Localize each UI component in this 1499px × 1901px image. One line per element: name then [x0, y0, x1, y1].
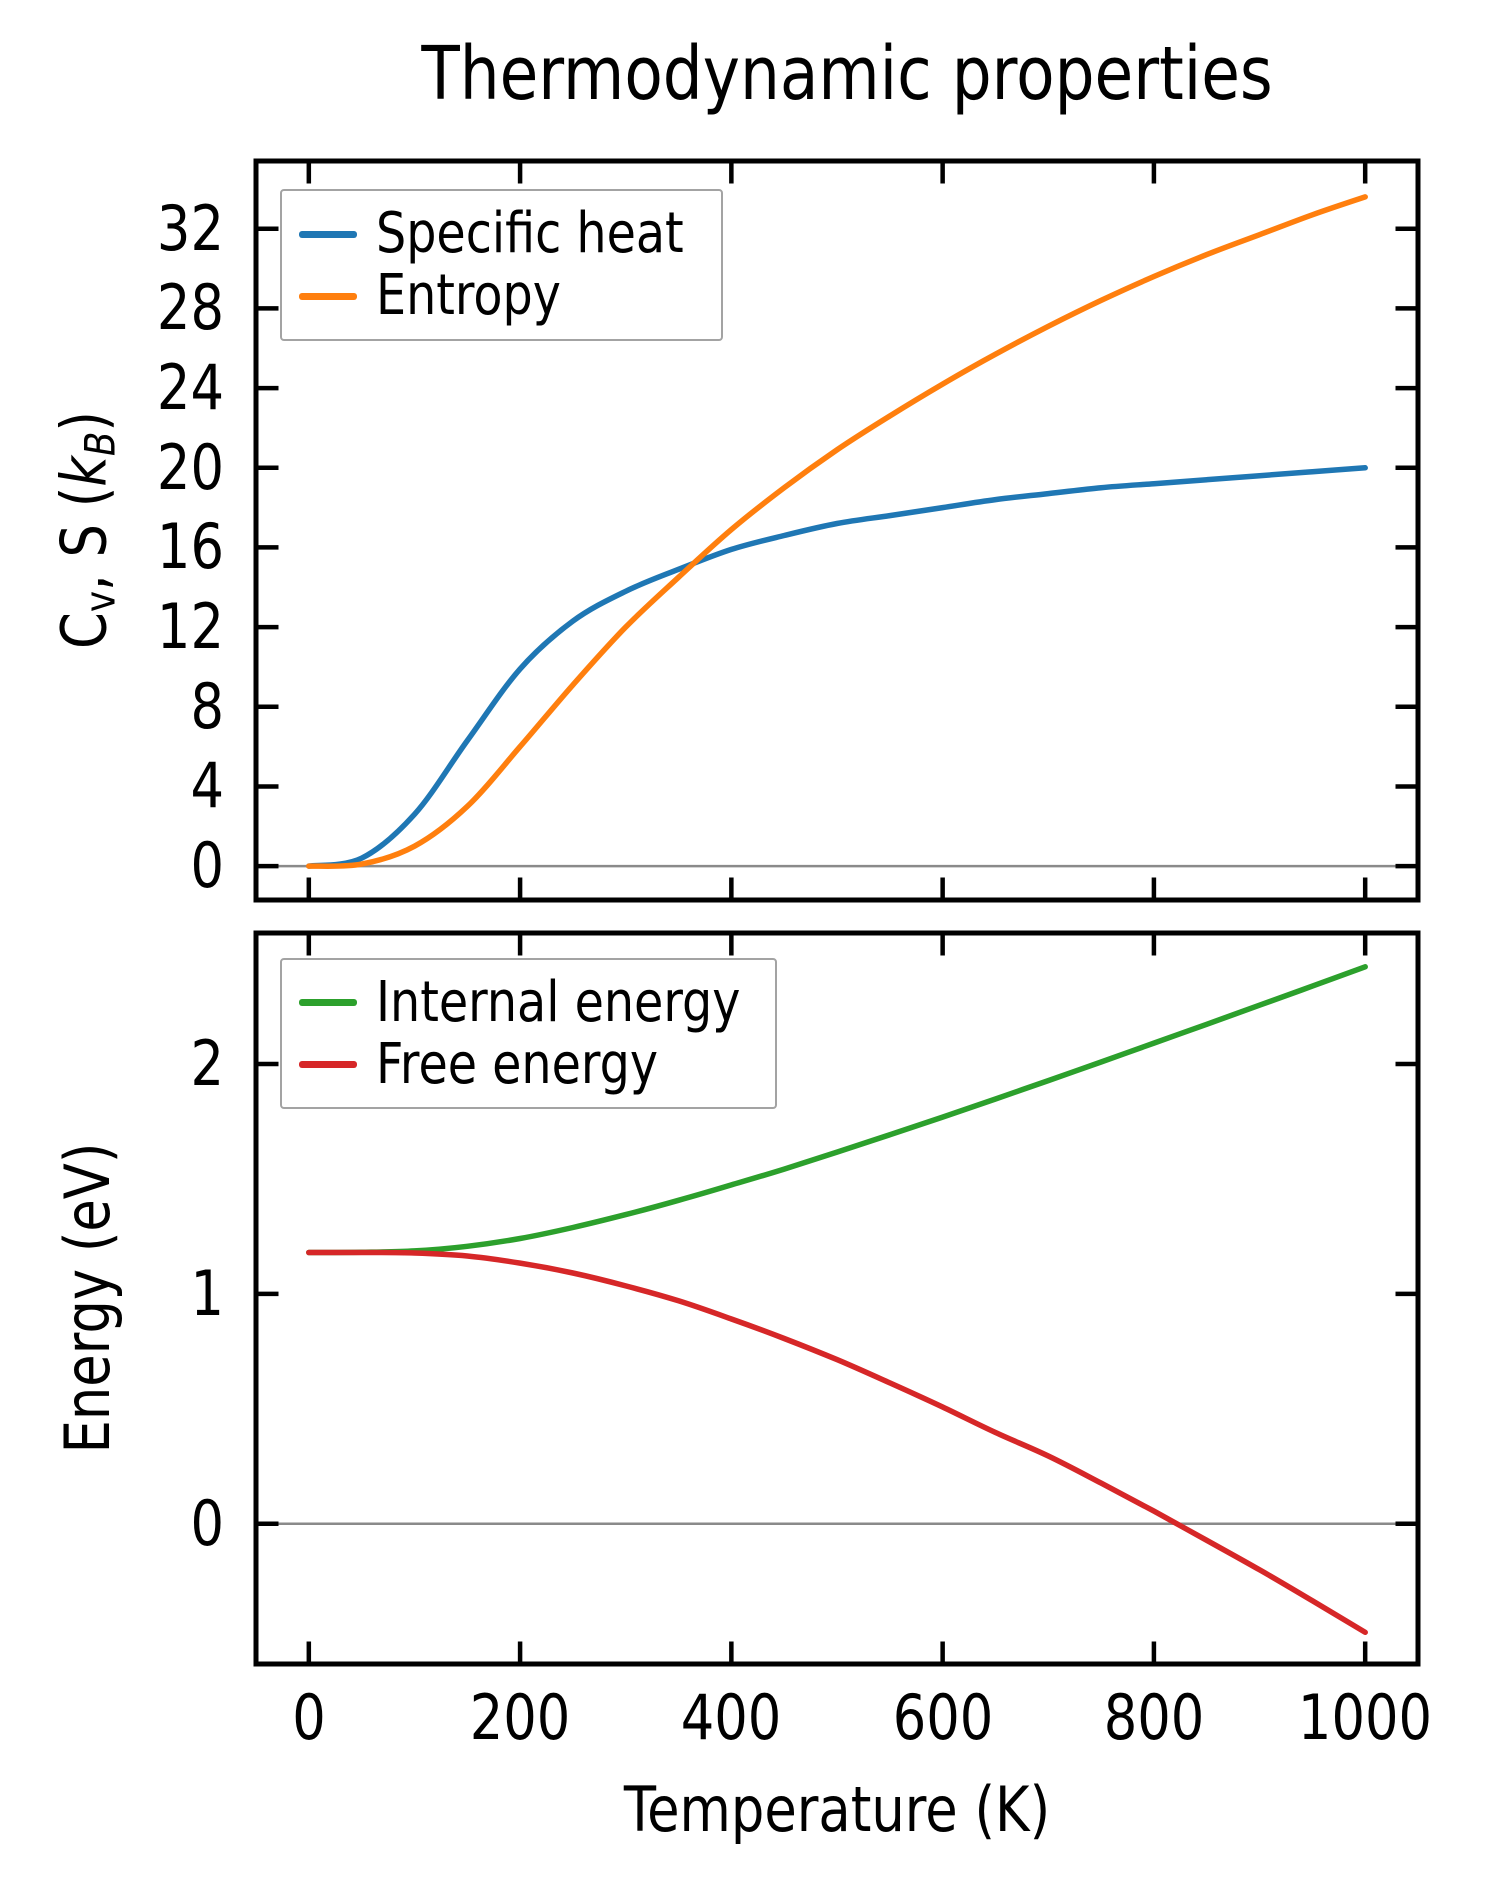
- free-energy-swatch: [299, 1061, 357, 1068]
- legend-label-free-energy: Free energy: [376, 1031, 659, 1097]
- legend-item-internal-energy: Internal energy: [299, 969, 775, 1035]
- legend-label-specific-heat: Specific heat: [376, 201, 684, 266]
- panel-1-y-tick-label-0: 0: [190, 1486, 224, 1560]
- x-tick-label-1000: 1000: [1298, 1681, 1433, 1754]
- legend-item-free-energy: Free energy: [299, 1031, 775, 1097]
- top-legend: Specific heat Entropy: [280, 189, 723, 341]
- internal-energy-swatch: [299, 999, 357, 1006]
- free-energy-curve: [306, 1249, 1368, 1636]
- x-tick-label-800: 800: [1103, 1681, 1205, 1754]
- x-tick-label-600: 600: [892, 1681, 993, 1754]
- specific-heat-curve: [306, 465, 1368, 869]
- figure-title: Thermodynamic properties: [421, 31, 1273, 117]
- panel-1-y-tick-label-2: 2: [190, 1027, 224, 1101]
- panel-0-y-tick-label-0: 0: [190, 829, 224, 903]
- panel-1-frame: [253, 930, 1421, 1667]
- panel-0-y-tick-label-32: 32: [156, 191, 224, 265]
- panel-0-y-tick-label-16: 16: [156, 510, 224, 584]
- panel-0-y-tick-label-28: 28: [156, 271, 224, 345]
- legend-label-internal-energy: Internal energy: [376, 969, 741, 1035]
- legend-label-entropy: Entropy: [376, 263, 561, 328]
- internal-energy-curve: [306, 964, 1368, 1256]
- x-tick-label-0: 0: [292, 1681, 326, 1754]
- panel-0-frame: [253, 158, 1421, 903]
- panel-0-y-tick-label-12: 12: [156, 590, 224, 664]
- legend-item-specific-heat: Specific heat: [299, 203, 721, 265]
- panel-0-y-tick-label-20: 20: [156, 430, 224, 504]
- panel-0-y-tick-label-4: 4: [190, 749, 224, 823]
- panel-1-y-tick-label-1: 1: [190, 1256, 224, 1330]
- entropy-curve: [306, 194, 1368, 870]
- panel-0-y-tick-label-8: 8: [190, 669, 224, 743]
- panel-0-y-tick-label-24: 24: [156, 351, 224, 425]
- x-tick-label-400: 400: [681, 1681, 782, 1754]
- bottom-legend: Internal energy Free energy: [280, 958, 777, 1109]
- specific-heat-swatch: [299, 230, 357, 238]
- entropy-swatch: [299, 292, 357, 300]
- x-tick-label-200: 200: [469, 1681, 571, 1754]
- x-axis-label: Temperature (K): [623, 1773, 1051, 1846]
- legend-item-entropy: Entropy: [299, 265, 721, 327]
